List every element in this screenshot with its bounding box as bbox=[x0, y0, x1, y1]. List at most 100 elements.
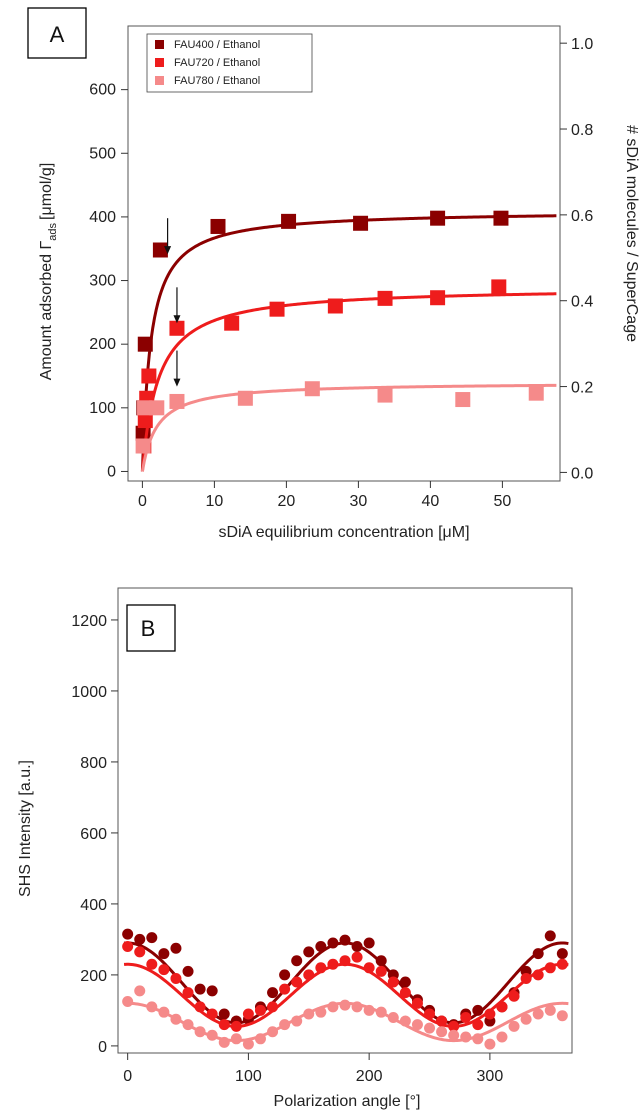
series-fau720 bbox=[136, 279, 557, 472]
data-point bbox=[267, 1001, 279, 1013]
data-point bbox=[230, 1033, 242, 1045]
legend: FAU400 / Ethanol FAU720 / Ethanol FAU780 /… bbox=[146, 33, 313, 93]
data-point bbox=[182, 987, 194, 999]
x-tick-label: 50 bbox=[494, 493, 512, 510]
y-tick-label: 1000 bbox=[71, 684, 107, 701]
data-point bbox=[315, 941, 327, 953]
data-point bbox=[351, 951, 363, 963]
data-point bbox=[279, 969, 291, 981]
arrow-head bbox=[164, 246, 172, 255]
data-point bbox=[327, 958, 339, 970]
y-axis-title: Amount adsorbed Γads[μmol/g] bbox=[38, 163, 59, 381]
series-fau400 bbox=[122, 928, 569, 1031]
legend-label: FAU400 / Ethanol bbox=[174, 39, 260, 51]
legend-box bbox=[146, 33, 313, 93]
data-point bbox=[399, 976, 411, 988]
y2-tick-label: 0.0 bbox=[571, 465, 593, 482]
data-point bbox=[339, 934, 351, 946]
data-point bbox=[315, 962, 327, 974]
data-point bbox=[327, 298, 343, 314]
data-point bbox=[496, 1031, 508, 1043]
arrow-head bbox=[173, 315, 181, 324]
data-point bbox=[375, 965, 387, 977]
series-fau780 bbox=[135, 381, 557, 472]
panel-a: 0 10 20 30 40 5001002003004005006000.00.20.40… bbox=[38, 25, 640, 541]
data-point bbox=[532, 969, 544, 981]
data-point bbox=[135, 438, 151, 454]
data-point bbox=[472, 1033, 484, 1045]
y-tick-label: 300 bbox=[89, 273, 116, 290]
data-point bbox=[146, 932, 158, 944]
y-tick-label: 0 bbox=[98, 1039, 107, 1056]
panel-b-label-box bbox=[126, 604, 176, 652]
data-point bbox=[399, 1015, 411, 1027]
data-point bbox=[170, 942, 182, 954]
y-axis-title: SHS Intensity [a.u.] bbox=[17, 760, 34, 897]
data-point bbox=[528, 385, 544, 401]
data-point bbox=[170, 1013, 182, 1025]
arrow-head bbox=[173, 378, 181, 387]
data-point bbox=[267, 987, 279, 999]
data-point bbox=[532, 1008, 544, 1020]
panel-a-label-box bbox=[27, 7, 87, 59]
data-point bbox=[339, 955, 351, 967]
y-tick-label: 600 bbox=[89, 82, 116, 99]
data-point bbox=[508, 1020, 520, 1032]
data-point bbox=[484, 1008, 496, 1020]
data-point bbox=[279, 983, 291, 995]
y-tick-label: 600 bbox=[80, 826, 107, 843]
data-point bbox=[448, 1029, 460, 1041]
data-point bbox=[496, 1001, 508, 1013]
data-point bbox=[218, 1008, 230, 1020]
y-tick-label: 400 bbox=[89, 209, 116, 226]
data-point bbox=[152, 242, 168, 258]
panel-a-letter: A bbox=[50, 22, 65, 47]
data-point bbox=[363, 962, 375, 974]
data-point bbox=[169, 320, 185, 336]
y2-axis-title: # sDiA molecules / SuperCage bbox=[623, 125, 640, 342]
data-point bbox=[291, 1015, 303, 1027]
data-point bbox=[158, 1006, 170, 1018]
y2-tick-label: 0.2 bbox=[571, 380, 593, 397]
fit-curve bbox=[140, 214, 557, 472]
data-point bbox=[170, 972, 182, 984]
x-tick-label: 300 bbox=[477, 1068, 504, 1085]
y-tick-label: 100 bbox=[89, 400, 116, 417]
y2-tick-label: 0.8 bbox=[571, 122, 593, 139]
x-tick-label: 0 bbox=[138, 493, 147, 510]
data-point bbox=[520, 972, 532, 984]
data-point bbox=[377, 290, 393, 306]
data-point bbox=[351, 1001, 363, 1013]
data-point bbox=[303, 946, 315, 958]
legend-swatch bbox=[155, 40, 164, 49]
y-tick-label: 500 bbox=[89, 145, 116, 162]
data-point bbox=[484, 1038, 496, 1050]
data-point bbox=[281, 213, 297, 229]
data-point bbox=[254, 1004, 266, 1016]
data-point bbox=[327, 937, 339, 949]
x-tick-label: 10 bbox=[206, 493, 224, 510]
legend-swatch bbox=[155, 58, 164, 67]
data-point bbox=[269, 301, 285, 317]
data-point bbox=[194, 1001, 206, 1013]
data-point bbox=[304, 381, 320, 397]
data-point bbox=[363, 1004, 375, 1016]
y-tick-label: 200 bbox=[80, 968, 107, 985]
data-point bbox=[508, 990, 520, 1002]
data-point bbox=[237, 390, 253, 406]
data-point bbox=[194, 1026, 206, 1038]
data-point bbox=[134, 985, 146, 997]
panel-b: 0 100 200 300 0 200 400 600 800 1000 1200 Polarizat… bbox=[17, 587, 573, 1110]
data-point bbox=[206, 1008, 218, 1020]
data-point bbox=[460, 1031, 472, 1043]
data-point bbox=[411, 997, 423, 1009]
data-point bbox=[291, 955, 303, 967]
data-point bbox=[532, 948, 544, 960]
data-point bbox=[472, 1004, 484, 1016]
data-point bbox=[353, 215, 369, 231]
data-point bbox=[491, 279, 507, 295]
data-point bbox=[544, 1004, 556, 1016]
x-tick-label: 40 bbox=[422, 493, 440, 510]
x-tick-label: 20 bbox=[278, 493, 296, 510]
